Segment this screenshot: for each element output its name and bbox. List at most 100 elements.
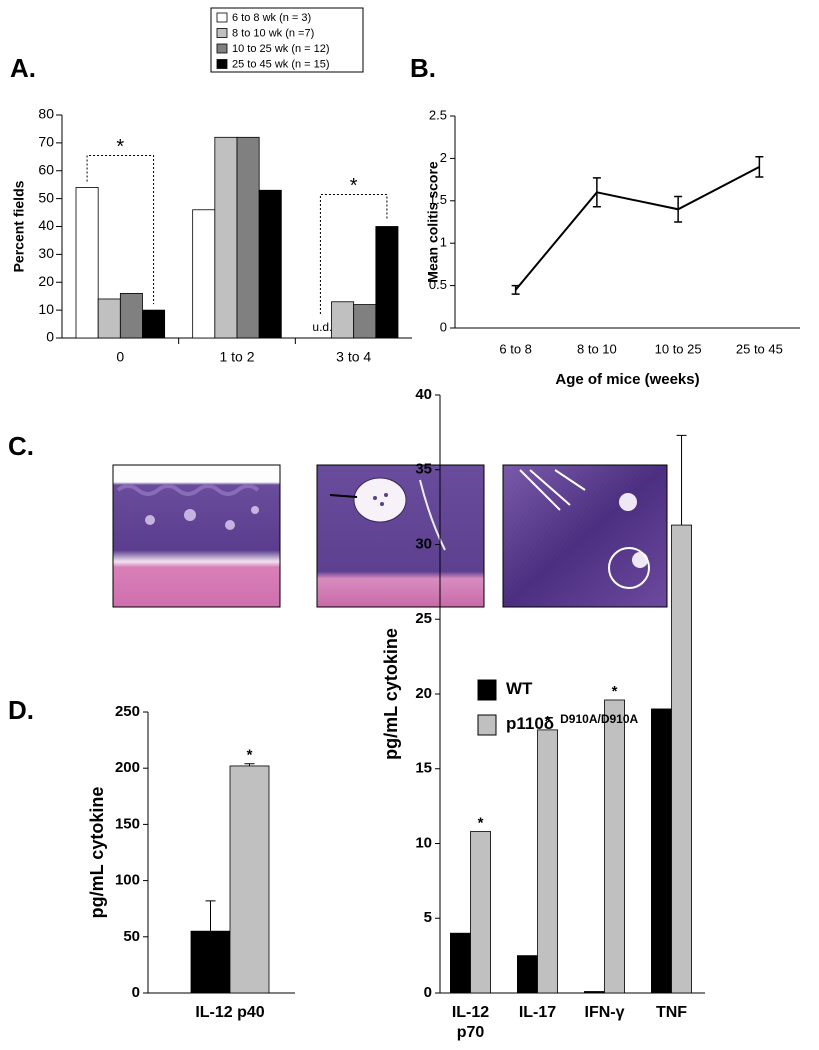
x-tick-label: 1 to 2 [219, 349, 254, 365]
legend-label: 8 to 10 wk (n =7) [232, 27, 314, 39]
y-tick-label: 1 [440, 235, 447, 250]
legend-box [210, 7, 364, 73]
bar [537, 729, 559, 994]
y-axis-label: pg/mL cytokine [381, 628, 401, 760]
y-axis-label: Percent fields [11, 180, 27, 272]
bar [97, 298, 121, 339]
error-bar [205, 900, 216, 932]
y-tick-label: 5 [424, 909, 432, 926]
bar [236, 136, 260, 339]
significance-mark: * [247, 747, 253, 764]
line [514, 165, 760, 291]
significance-bracket [86, 154, 155, 305]
y-tick-label: 60 [38, 161, 54, 177]
error-bar [244, 763, 255, 766]
significance-mark: * [478, 815, 484, 832]
y-tick-label: 80 [38, 106, 54, 122]
error-bar [205, 900, 216, 932]
y-tick-label: 250 [115, 703, 140, 720]
legend-label-superscript: D910A/D910A [560, 712, 638, 726]
legend: WT p110δ D910A/D910A [477, 679, 639, 736]
legend-swatch [216, 59, 228, 69]
x-axis-label: Age of mice (weeks) [555, 371, 699, 388]
bar [214, 136, 238, 339]
panel-label: B. [410, 53, 436, 83]
error-bar [755, 155, 764, 178]
panel-label: C. [8, 431, 34, 461]
bar [75, 187, 99, 339]
y-tick-label: 0 [46, 329, 54, 345]
bar [190, 930, 231, 994]
bar [119, 292, 143, 339]
legend-swatch [477, 714, 497, 736]
significance-mark: * [350, 175, 358, 197]
x-tick-label: 0 [116, 349, 124, 365]
legend-swatch [216, 28, 228, 38]
bar [671, 524, 693, 994]
y-tick-label: 50 [38, 189, 54, 205]
bar [651, 708, 672, 994]
y-axis-label: pg/mL cytokine [87, 787, 107, 919]
significance-mark: * [545, 713, 551, 730]
y-tick-label: 200 [115, 759, 140, 776]
y-tick-label: 20 [38, 273, 54, 289]
y-axis-label: Mean colitis score [425, 161, 441, 283]
legend-label: p110δ D910A/D910A [506, 712, 639, 733]
y-tick-label: 0 [424, 984, 432, 1001]
x-tick-label: 10 to 25 [655, 341, 702, 356]
y-tick-label: 25 [415, 610, 432, 627]
x-tick-label: TNF [656, 1004, 687, 1021]
y-tick-label: 10 [415, 834, 432, 851]
y-tick-label: 40 [415, 386, 432, 403]
y-tick-label: 50 [123, 928, 140, 945]
y-tick-label: 40 [38, 217, 54, 233]
histology-image [112, 464, 281, 608]
bar [584, 991, 605, 994]
y-tick-label: 10 [38, 301, 54, 317]
significance-mark: * [612, 683, 618, 700]
error-bar [244, 763, 255, 766]
error-bar [676, 434, 687, 526]
chart: 0 5 10 15 20 25 30 35 40 pg/mL cytokine IL-12 p70 IL… [381, 386, 705, 1041]
significance-bracket [319, 194, 388, 314]
histology-image [316, 464, 485, 608]
y-tick-label: 0 [440, 319, 447, 334]
x-tick-label: IL-12 p40 [195, 1004, 264, 1021]
y-tick-label: 35 [415, 461, 432, 478]
x-tick-label: 25 to 45 [736, 341, 783, 356]
error-bar [592, 177, 601, 208]
x-tick-label: 6 to 8 [499, 341, 532, 356]
y-tick-label: 30 [415, 535, 432, 552]
significance-mark: * [116, 136, 124, 158]
error-bar [676, 434, 687, 526]
histology-image [502, 464, 668, 608]
x-tick-label: IL-17 [519, 1004, 556, 1021]
bar [229, 765, 270, 994]
bar [470, 831, 492, 994]
chart: D. 0 50 100 150 200 250 pg/mL cytokine IL-12 p40… [8, 695, 295, 1021]
legend-swatch [477, 679, 497, 701]
chart: B. 0 0.5 1 1.5 2 2.5 Mean colitis score Age of m… [410, 53, 800, 388]
bar [353, 304, 377, 339]
error-bar [674, 195, 683, 223]
y-tick-label: 30 [38, 245, 54, 261]
legend-label: 6 to 8 wk (n = 3) [232, 12, 311, 24]
legend-label: 10 to 25 wk (n = 12) [232, 43, 330, 55]
chart: A. 0 10 20 30 40 50 60 70 80 Percent fields 0 1 to 2… [10, 7, 412, 365]
legend-label: WT [506, 679, 533, 698]
error-bar [511, 284, 520, 295]
bar [331, 301, 355, 339]
legend-label: p110δ [506, 714, 554, 733]
legend-swatch [216, 12, 228, 23]
panel-label: D. [8, 695, 34, 725]
bar [192, 209, 216, 339]
legend-label: 25 to 45 wk (n = 15) [232, 58, 330, 70]
legend: 6 to 8 wk (n = 3) 8 to 10 wk (n =7) 10 to … [210, 7, 364, 73]
y-tick-label: 0.5 [429, 277, 447, 292]
y-tick-label: 100 [115, 872, 140, 889]
y-tick-label: 15 [415, 760, 432, 777]
y-tick-label: 2 [440, 150, 447, 165]
bar [142, 309, 166, 339]
